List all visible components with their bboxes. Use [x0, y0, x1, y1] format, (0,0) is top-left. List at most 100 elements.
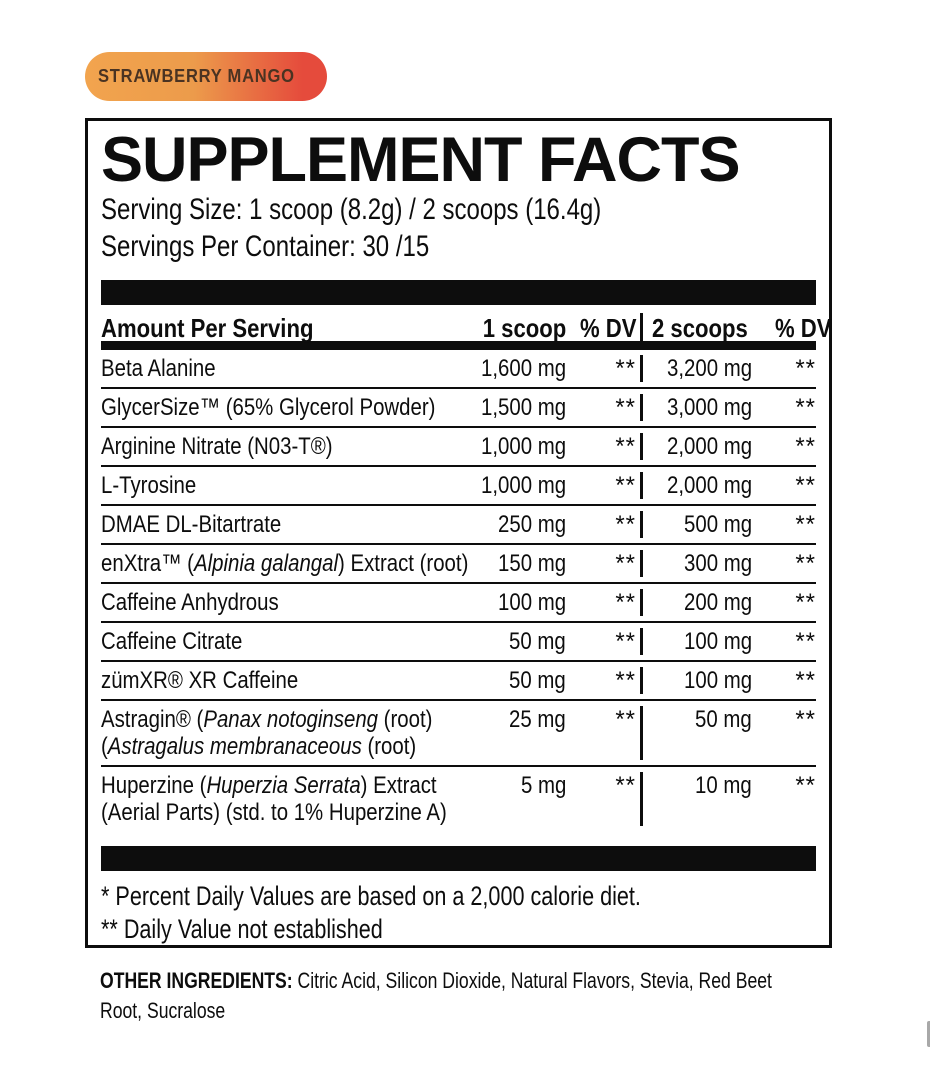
table-rows: Beta Alanine 1,600 mg ** 3,200 mg ** Gly…: [101, 350, 816, 838]
table-row: DMAE DL-Bitartrate 250 mg ** 500 mg **: [101, 506, 816, 545]
header-col-dv-2: % DV: [765, 313, 832, 344]
divider-bar-top: [101, 280, 816, 305]
other-ingredients-label: OTHER INGREDIENTS:: [100, 968, 293, 993]
amount-2-scoops: 300 mg: [683, 550, 752, 577]
amount-1-scoop: 25 mg: [509, 706, 566, 733]
table-header: Amount Per Serving 1 scoop % DV 2 scoops…: [101, 305, 831, 350]
header-dv-2-label: % DV: [774, 313, 832, 343]
footnote-not-established-text: ** Daily Value not established: [101, 914, 383, 944]
ingredient-name-line: Caffeine Citrate: [101, 628, 243, 655]
cropped-edge-artifact: [927, 1021, 930, 1047]
ingredient-name: Arginine Nitrate (N03-T®): [101, 433, 460, 460]
amount-2-scoops: 3,000 mg: [666, 394, 752, 421]
amount-1-scoop: 150 mg: [497, 550, 566, 577]
amount-1-scoop: 100 mg: [497, 589, 566, 616]
other-ingredients-list-part1: Citric Acid, Silicon Dioxide, Natural Fl…: [292, 968, 772, 993]
dv-2-scoops: **: [795, 355, 816, 382]
amount-1-scoop: 1,500 mg: [480, 394, 566, 421]
panel-title: SUPPLEMENT FACTS: [101, 125, 741, 195]
row-right-group: 500 mg **: [640, 511, 816, 538]
amount-2-scoops: 3,200 mg: [666, 355, 752, 382]
amount-1-scoop: 1,000 mg: [480, 433, 566, 460]
amount-2-scoops: 2,000 mg: [666, 433, 752, 460]
table-row: Huperzine (Huperzia Serrata) Extract (Aer…: [101, 767, 816, 838]
footnote-percent-dv-text: * Percent Daily Values are based on a 2,…: [101, 881, 641, 911]
row-right-group: 3,200 mg **: [640, 355, 816, 382]
dv-1-scoop: **: [615, 628, 636, 655]
table-row: Caffeine Anhydrous 100 mg ** 200 mg **: [101, 584, 816, 623]
header-1-scoop-label: 1 scoop: [482, 313, 566, 343]
dv-2-scoops: **: [795, 667, 816, 694]
header-col-dv-1: % DV: [566, 313, 640, 344]
table-row: GlycerSize™ (65% Glycerol Powder) 1,500 …: [101, 389, 816, 428]
ingredient-name-line: Beta Alanine: [101, 355, 216, 382]
row-right-group: 2,000 mg **: [640, 433, 816, 460]
table-row: Arginine Nitrate (N03-T®) 1,000 mg ** 2,…: [101, 428, 816, 467]
ingredient-name: Caffeine Anhydrous: [101, 589, 460, 616]
amount-1-scoop: 1,600 mg: [480, 355, 566, 382]
dv-2-scoops: **: [795, 589, 816, 616]
header-2-scoops-label: 2 scoops: [652, 313, 748, 343]
servings-per-container-text: Servings Per Container: 30 /15: [101, 230, 430, 263]
row-right-group: 50 mg **: [640, 706, 816, 760]
row-right-group: 10 mg **: [640, 772, 816, 826]
dv-1-scoop: **: [615, 772, 636, 799]
ingredient-name: Astragin® (Panax notoginseng (root) (Astr…: [101, 706, 460, 760]
ingredient-name: zümXR® XR Caffeine: [101, 667, 460, 694]
table-row: zümXR® XR Caffeine 50 mg ** 100 mg **: [101, 662, 816, 701]
dv-1-scoop: **: [615, 706, 636, 733]
ingredient-name-line: DMAE DL-Bitartrate: [101, 511, 282, 538]
row-right-group: 3,000 mg **: [640, 394, 816, 421]
supplement-facts-panel: SUPPLEMENT FACTS Serving Size: 1 scoop (…: [85, 118, 832, 948]
ingredient-name: L-Tyrosine: [101, 472, 460, 499]
ingredient-name: Beta Alanine: [101, 355, 460, 382]
dv-1-scoop: **: [615, 472, 636, 499]
dv-2-scoops: **: [795, 472, 816, 499]
header-amount-per-serving-label: Amount Per Serving: [101, 313, 314, 343]
row-right-group: 200 mg **: [640, 589, 816, 616]
amount-1-scoop: 50 mg: [509, 667, 566, 694]
ingredient-name-line: Caffeine Anhydrous: [101, 589, 279, 616]
footnote-not-established: ** Daily Value not established: [101, 913, 816, 946]
ingredient-name: DMAE DL-Bitartrate: [101, 511, 460, 538]
dv-1-scoop: **: [615, 355, 636, 382]
ingredient-name-line: zümXR® XR Caffeine: [101, 667, 299, 694]
ingredient-name: GlycerSize™ (65% Glycerol Powder): [101, 394, 460, 421]
dv-1-scoop: **: [615, 394, 636, 421]
footnote-daily-values: * Percent Daily Values are based on a 2,…: [101, 880, 816, 913]
dv-1-scoop: **: [615, 589, 636, 616]
table-row: Astragin® (Panax notoginseng (root) (Astr…: [101, 701, 816, 767]
amount-2-scoops: 100 mg: [683, 667, 752, 694]
header-amount-per-serving: Amount Per Serving: [101, 313, 460, 344]
row-right-group: 300 mg **: [640, 550, 816, 577]
dv-2-scoops: **: [795, 511, 816, 538]
flavor-badge: STRAWBERRY MANGO: [85, 52, 327, 101]
dv-1-scoop: **: [615, 511, 636, 538]
flavor-badge-label: STRAWBERRY MANGO: [98, 66, 295, 86]
ingredient-name: Huperzine (Huperzia Serrata) Extract (Aer…: [101, 772, 460, 826]
table-row: L-Tyrosine 1,000 mg ** 2,000 mg **: [101, 467, 816, 506]
serving-size-text: Serving Size: 1 scoop (8.2g) / 2 scoops …: [101, 193, 602, 226]
amount-1-scoop: 5 mg: [520, 772, 566, 799]
amount-2-scoops: 200 mg: [683, 589, 752, 616]
dv-1-scoop: **: [615, 667, 636, 694]
dv-2-scoops: **: [795, 433, 816, 460]
row-right-group: 2,000 mg **: [640, 472, 816, 499]
amount-1-scoop: 1,000 mg: [480, 472, 566, 499]
row-right-group: 100 mg **: [640, 628, 816, 655]
amount-2-scoops: 50 mg: [695, 706, 752, 733]
dv-2-scoops: **: [795, 550, 816, 577]
ingredient-name-line: Arginine Nitrate (N03-T®): [101, 433, 333, 460]
header-col-1-scoop: 1 scoop: [460, 313, 566, 344]
amount-2-scoops: 100 mg: [683, 628, 752, 655]
row-right-group: 100 mg **: [640, 667, 816, 694]
other-ingredients-list-part2: Root, Sucralose: [100, 998, 226, 1023]
ingredient-name-line: (Aerial Parts) (std. to 1% Huperzine A): [101, 799, 447, 826]
table-row: Beta Alanine 1,600 mg ** 3,200 mg **: [101, 350, 816, 389]
amount-2-scoops: 10 mg: [695, 772, 752, 799]
ingredient-name: enXtra™ (Alpinia galangal) Extract (root…: [101, 550, 468, 577]
ingredient-name-line: L-Tyrosine: [101, 472, 197, 499]
ingredient-name-line: (Astragalus membranaceous (root): [101, 733, 417, 760]
other-ingredients: OTHER INGREDIENTS: Citric Acid, Silicon …: [100, 966, 930, 1026]
amount-1-scoop: 250 mg: [497, 511, 566, 538]
